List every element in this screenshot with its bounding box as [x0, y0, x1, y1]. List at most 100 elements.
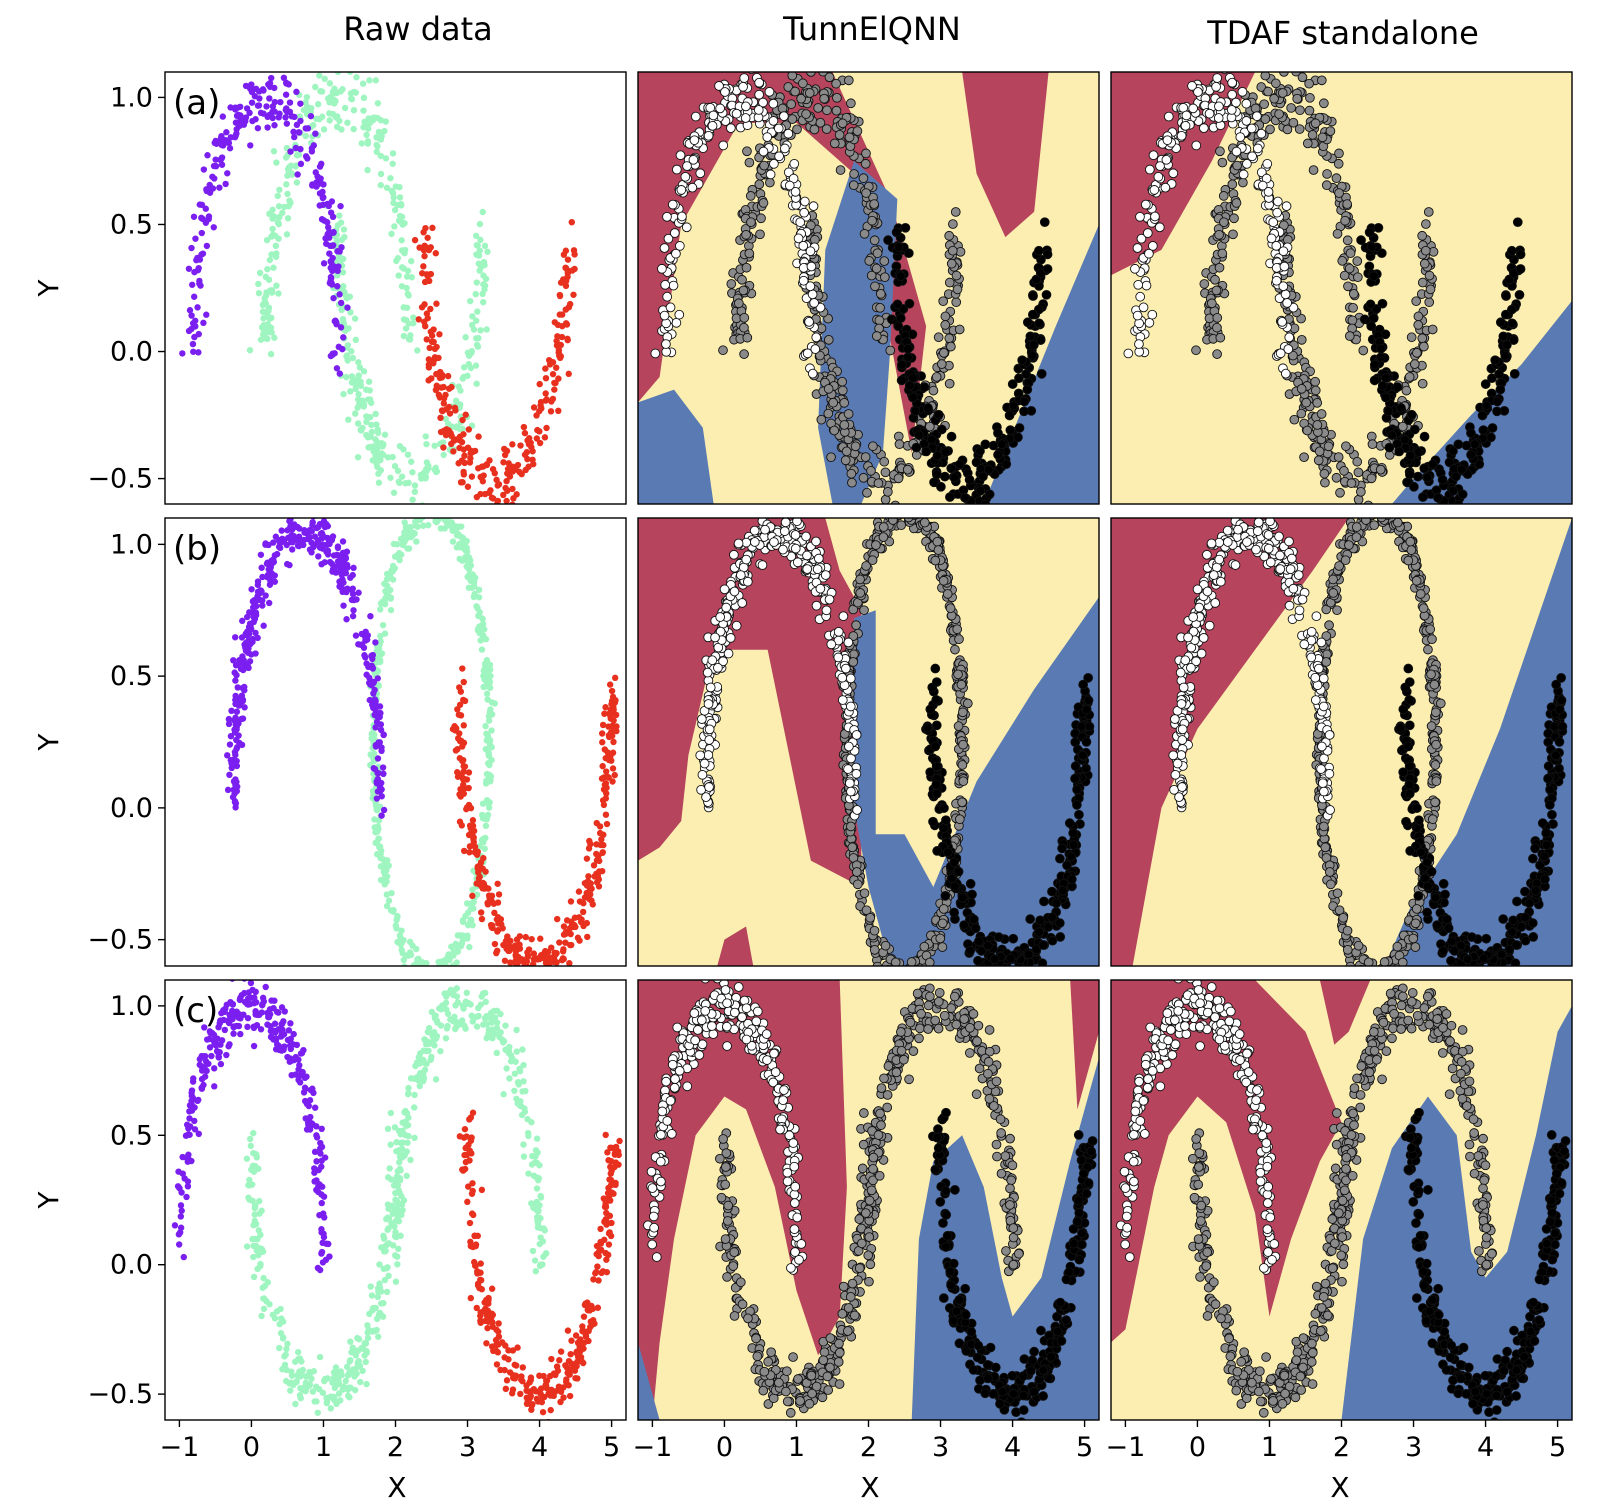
data-point-class-1: [264, 335, 271, 343]
data-point-class-2: [483, 461, 491, 468]
data-point-class-2: [1477, 410, 1488, 421]
data-point-class-2: [542, 397, 549, 404]
data-point-class-2: [422, 322, 429, 330]
data-point-class-1: [491, 700, 499, 707]
data-point-class-1: [480, 298, 487, 306]
data-point-class-2: [460, 678, 467, 686]
data-point-class-1: [948, 219, 958, 229]
data-point-class-2: [466, 849, 473, 856]
data-point-class-1: [372, 802, 380, 809]
data-point-class-1: [354, 420, 362, 427]
data-point-class-0: [209, 173, 216, 180]
data-point-class-2: [558, 956, 566, 964]
data-point-class-1: [464, 935, 471, 942]
data-point-class-2: [603, 820, 611, 828]
data-point-class-1: [1325, 126, 1336, 136]
data-point-class-0: [218, 136, 225, 144]
data-point-class-0: [325, 202, 332, 210]
data-point-class-2: [466, 459, 474, 466]
data-point-class-0: [1180, 120, 1191, 131]
data-point-class-0: [196, 201, 204, 208]
data-point-class-0: [238, 634, 246, 641]
data-point-class-0: [225, 715, 233, 723]
data-point-class-0: [1283, 344, 1294, 354]
data-point-class-2: [1017, 355, 1028, 366]
data-point-class-0: [337, 299, 345, 307]
data-point-class-1: [1348, 302, 1358, 313]
data-point-class-2: [566, 960, 573, 966]
data-point-class-1: [282, 154, 290, 161]
data-point-class-0: [255, 102, 263, 109]
data-point-class-1: [427, 971, 433, 977]
data-point-class-1: [829, 425, 840, 436]
data-point-class-1: [1419, 258, 1430, 269]
data-point-class-0: [328, 259, 335, 266]
data-point-class-1: [457, 387, 464, 394]
data-point-class-1: [406, 336, 414, 343]
data-point-class-0: [254, 581, 262, 589]
data-point-class-1: [398, 283, 406, 290]
data-point-class-1: [940, 320, 951, 330]
data-point-class-1: [1424, 270, 1435, 281]
data-point-class-1: [262, 300, 270, 307]
data-point-class-1: [844, 132, 855, 143]
data-point-class-2: [1028, 291, 1038, 301]
data-point-class-1: [375, 835, 382, 842]
data-point-class-1: [454, 948, 462, 955]
data-point-class-0: [248, 586, 255, 593]
data-point-class-1: [815, 117, 826, 128]
data-point-class-1: [956, 679, 967, 690]
data-point-class-2: [605, 774, 612, 781]
data-point-class-2: [1437, 474, 1448, 485]
data-point-class-1: [444, 420, 452, 427]
data-point-class-0: [248, 99, 256, 106]
data-point-class-1: [860, 158, 871, 169]
data-point-class-2: [436, 331, 443, 338]
data-point-class-1: [342, 292, 349, 299]
data-point-class-2: [900, 222, 911, 233]
data-point-class-1: [1348, 289, 1359, 299]
data-point-class-1: [933, 545, 944, 555]
data-point-class-2: [511, 942, 519, 949]
panel-label: (a): [173, 83, 220, 123]
data-point-class-0: [1135, 291, 1146, 302]
data-point-class-1: [340, 390, 347, 398]
data-point-class-1: [831, 78, 841, 89]
data-point-class-1: [804, 88, 815, 98]
data-point-class-1: [410, 510, 416, 516]
data-point-class-0: [659, 310, 670, 321]
data-point-class-0: [1263, 187, 1274, 197]
data-point-class-0: [1213, 113, 1224, 123]
data-point-class-1: [852, 879, 863, 890]
data-point-class-2: [613, 723, 620, 730]
data-point-class-1: [474, 343, 482, 350]
data-point-class-1: [398, 946, 405, 954]
data-point-class-2: [494, 497, 502, 504]
data-point-class-1: [1316, 409, 1327, 419]
data-point-class-0: [1231, 97, 1241, 108]
data-point-class-0: [232, 783, 240, 791]
data-point-class-1: [326, 80, 334, 87]
y-tick-label: 1.0: [110, 82, 153, 113]
data-point-class-2: [469, 817, 477, 824]
data-point-class-1: [420, 522, 427, 529]
data-point-class-1: [905, 507, 914, 516]
data-point-class-2: [562, 264, 569, 271]
data-point-class-0: [245, 636, 252, 644]
data-point-class-2: [602, 704, 609, 711]
data-point-class-0: [718, 140, 729, 151]
data-point-class-2: [446, 410, 454, 417]
data-point-class-0: [1141, 280, 1152, 291]
data-point-class-1: [1352, 256, 1363, 266]
data-point-class-2: [609, 778, 616, 785]
data-point-class-0: [682, 161, 692, 171]
data-point-class-0: [667, 199, 678, 210]
data-point-class-1: [488, 727, 495, 734]
data-point-class-0: [232, 700, 239, 708]
data-point-class-2: [487, 487, 494, 494]
data-point-class-1: [271, 334, 278, 341]
data-point-class-0: [331, 350, 338, 357]
data-point-class-1: [410, 320, 417, 327]
data-point-class-1: [454, 932, 462, 939]
data-point-class-2: [975, 485, 986, 496]
